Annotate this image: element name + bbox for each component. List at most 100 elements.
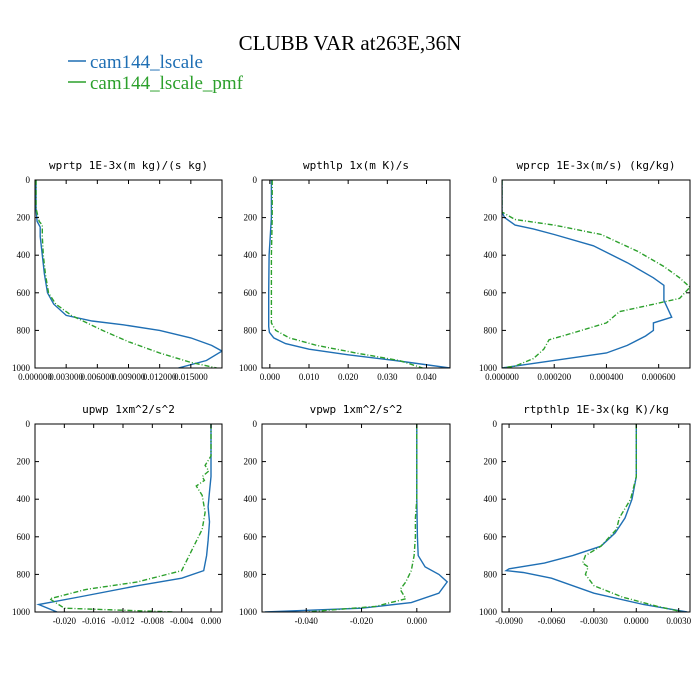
panel-title: wprcp 1E-3x(m/s) (kg/kg) (517, 159, 676, 172)
x-tick-label: 0.0000 (624, 616, 649, 626)
series-line-cam144-lscale (35, 180, 222, 368)
series-line-cam144-lscale-pmf (35, 180, 217, 368)
x-tick-label: -0.016 (82, 616, 106, 626)
y-tick-label: 200 (17, 457, 31, 467)
y-tick-label: 600 (484, 288, 498, 298)
plot-frame (501, 179, 691, 369)
y-tick-label: 200 (244, 457, 258, 467)
x-tick-label: 0.030 (377, 372, 398, 382)
y-tick-label: 800 (244, 569, 258, 579)
x-tick-label: 0.012000 (143, 372, 177, 382)
y-tick-label: 600 (244, 532, 258, 542)
panel-vpwp: vpwp 1xm^2/s^2 0 200 400 600 800 1000 -0.040 -0.… (239, 403, 451, 626)
y-tick-label: 800 (17, 569, 31, 579)
y-tick-label: 600 (17, 288, 31, 298)
panel-title: wprtp 1E-3x(m kg)/(s kg) (49, 159, 208, 172)
y-tick-label: 400 (484, 250, 498, 260)
y-tick-label: 200 (17, 213, 31, 223)
legend-label-0: cam144_lscale (90, 52, 203, 73)
x-tick-label: 0.006000 (80, 372, 114, 382)
x-tick-label: 0.000200 (537, 372, 571, 382)
y-tick-label: 0 (493, 419, 498, 429)
y-tick-label: 600 (244, 288, 258, 298)
y-tick-label: 400 (17, 250, 31, 260)
x-tick-label: 0.015000 (174, 372, 208, 382)
x-tick-label: -0.008 (141, 616, 165, 626)
x-tick-label: 0.000000 (485, 372, 519, 382)
x-tick-label: 0.0030 (666, 616, 691, 626)
x-tick-label: 0.009000 (112, 372, 146, 382)
y-tick-label: 0 (493, 175, 498, 185)
x-tick-label: -0.020 (53, 616, 77, 626)
y-tick-label: 400 (17, 494, 31, 504)
series-line-cam144-lscale-pmf (502, 180, 690, 368)
panel-rtpthlp: rtpthlp 1E-3x(kg K)/kg02004006008001000-… (479, 403, 692, 626)
legend-label-1: cam144_lscale_pmf (90, 73, 244, 94)
y-tick-label: 1000 (239, 363, 258, 373)
panel-wprtp: wprtp 1E-3x(m kg)/(s kg) 0 200 400 600 800 100… (12, 159, 223, 382)
plot-frame (261, 179, 451, 369)
x-tick-label: 0.000400 (590, 372, 624, 382)
y-tick-label: 200 (484, 213, 498, 223)
y-tick-label: 800 (17, 325, 31, 335)
y-tick-label: 1000 (239, 607, 258, 617)
y-tick-label: 200 (484, 457, 498, 467)
legend: cam144_lscale cam144_lscale_pmf (68, 52, 244, 94)
series-line-cam144-lscale (504, 424, 688, 612)
x-tick-label: -0.0060 (538, 616, 566, 626)
x-tick-label: 0.000000 (18, 372, 52, 382)
series-line-cam144-lscale (268, 180, 450, 368)
x-tick-label: 0.000 (201, 616, 222, 626)
y-tick-label: 600 (17, 532, 31, 542)
panel-title: vpwp 1xm^2/s^2 (310, 403, 403, 416)
y-tick-label: 400 (244, 250, 258, 260)
x-tick-label: 0.003000 (49, 372, 83, 382)
figure-title: CLUBB VAR at263E,36N (239, 31, 462, 55)
panel-title: wpthlp 1x(m K)/s (303, 159, 409, 172)
plot-frame (261, 423, 451, 613)
x-tick-label: -0.012 (111, 616, 134, 626)
panel-title: upwp 1xm^2/s^2 (82, 403, 175, 416)
x-tick-label: 0.020 (338, 372, 359, 382)
x-tick-label: -0.0090 (495, 616, 523, 626)
x-tick-label: -0.040 (295, 616, 319, 626)
series-line-cam144-lscale (264, 424, 449, 612)
x-tick-label: 0.000600 (642, 372, 676, 382)
series-line-cam144-lscale (36, 424, 212, 612)
series-line-cam144-lscale (502, 180, 673, 368)
y-tick-label: 0 (26, 175, 31, 185)
y-tick-label: 600 (484, 532, 498, 542)
y-tick-label: 1000 (479, 363, 498, 373)
x-tick-label: 0.000 (407, 616, 428, 626)
y-tick-label: 0 (253, 419, 258, 429)
panel-wprcp: wprcp 1E-3x(m/s) (kg/kg) 0 200 400 600 800 100… (479, 159, 691, 382)
y-tick-label: 400 (244, 494, 258, 504)
y-tick-label: 400 (484, 494, 498, 504)
y-tick-label: 1000 (12, 363, 31, 373)
x-tick-label: 0.000 (260, 372, 281, 382)
x-tick-label: 0.040 (416, 372, 437, 382)
x-tick-label: -0.020 (350, 616, 374, 626)
panel-upwp: upwp 1xm^2/s^2 0 200 400 600 800 1000 -0.020 -0.… (12, 403, 223, 626)
x-tick-label: -0.0030 (580, 616, 608, 626)
plot-frame (34, 423, 223, 613)
y-tick-label: 0 (253, 175, 258, 185)
series-line-cam144-lscale-pmf (270, 180, 423, 368)
series-line-cam144-lscale-pmf (581, 424, 684, 612)
y-tick-label: 0 (26, 419, 31, 429)
plot-frame (501, 423, 691, 613)
y-tick-label: 1000 (12, 607, 31, 617)
x-tick-label: 0.010 (299, 372, 320, 382)
x-tick-label: -0.004 (170, 616, 194, 626)
y-tick-label: 800 (484, 325, 498, 335)
y-tick-label: 1000 (479, 607, 498, 617)
series-line-cam144-lscale-pmf (306, 424, 418, 612)
y-tick-label: 800 (244, 325, 258, 335)
y-tick-label: 800 (484, 569, 498, 579)
y-tick-label: 200 (244, 213, 258, 223)
panel-title: rtpthlp 1E-3x(kg K)/kg (523, 403, 669, 416)
series-line-cam144-lscale-pmf (47, 424, 212, 612)
plot-frame (34, 179, 223, 369)
